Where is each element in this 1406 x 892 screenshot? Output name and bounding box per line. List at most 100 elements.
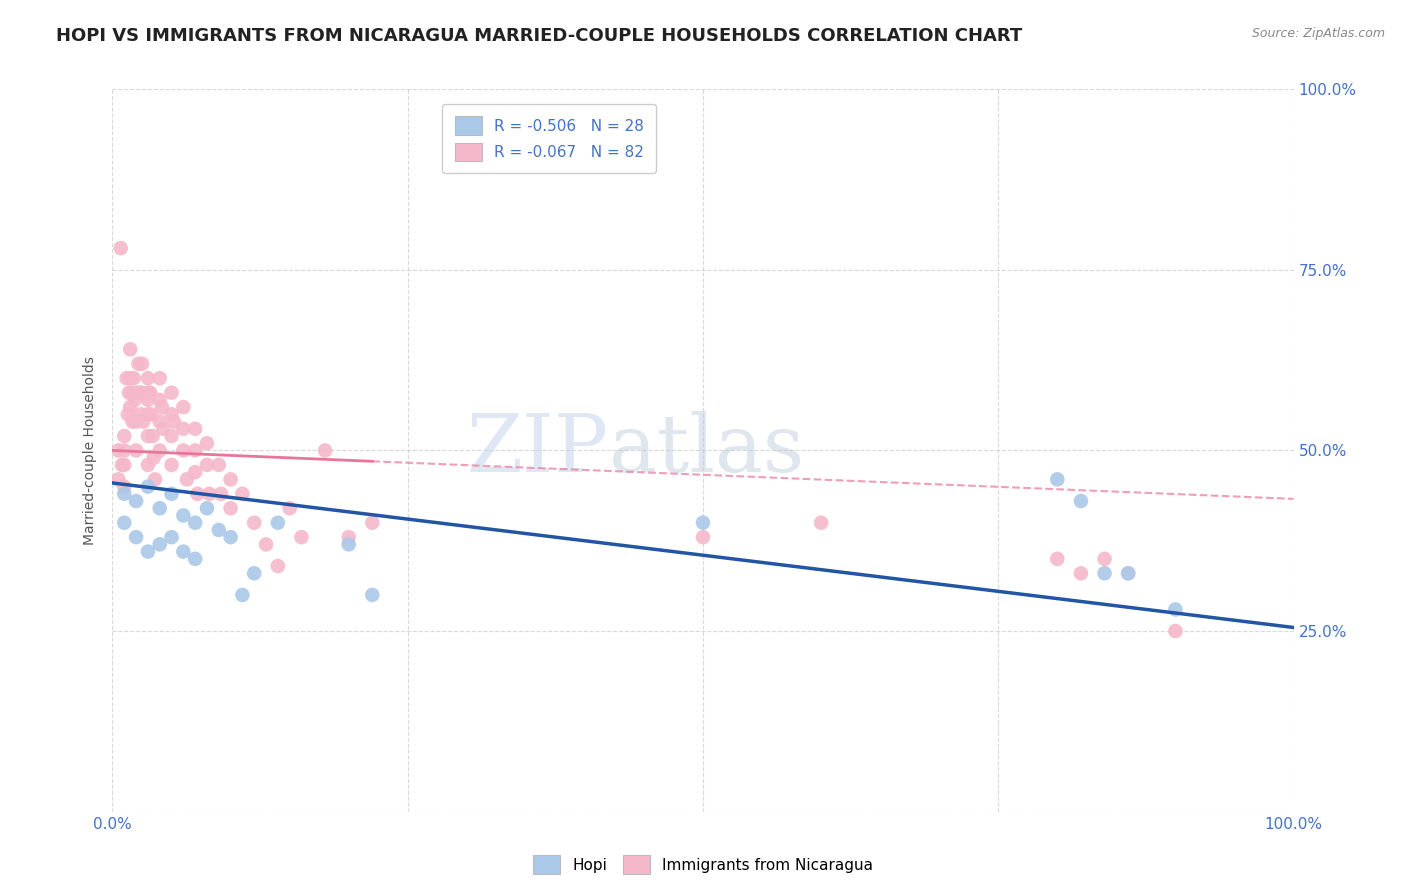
Point — [136, 371, 159, 385]
Point — [112, 458, 135, 472]
Point — [1094, 566, 1116, 581]
Point — [692, 530, 714, 544]
Point — [1116, 566, 1139, 581]
Point — [337, 537, 360, 551]
Point — [219, 501, 242, 516]
Point — [110, 241, 132, 255]
Point — [314, 443, 336, 458]
Point — [1164, 602, 1187, 616]
Point — [142, 429, 165, 443]
Point — [149, 371, 172, 385]
Text: HOPI VS IMMIGRANTS FROM NICARAGUA MARRIED-COUPLE HOUSEHOLDS CORRELATION CHART: HOPI VS IMMIGRANTS FROM NICARAGUA MARRIE… — [56, 27, 1022, 45]
Point — [112, 516, 135, 530]
Point — [184, 516, 207, 530]
Point — [243, 566, 266, 581]
Point — [125, 385, 148, 400]
Point — [160, 385, 183, 400]
Point — [142, 450, 165, 465]
Point — [219, 472, 242, 486]
Point — [120, 371, 142, 385]
Point — [231, 487, 253, 501]
Point — [125, 443, 148, 458]
Y-axis label: Married-couple Households: Married-couple Households — [83, 356, 97, 545]
Point — [125, 415, 148, 429]
Point — [150, 400, 173, 414]
Point — [692, 516, 714, 530]
Point — [136, 385, 159, 400]
Point — [149, 537, 172, 551]
Point — [195, 501, 218, 516]
Point — [186, 487, 208, 501]
Point — [107, 472, 129, 486]
Point — [184, 422, 207, 436]
Point — [160, 530, 183, 544]
Point — [112, 429, 135, 443]
Point — [1094, 551, 1116, 566]
Point — [163, 415, 186, 429]
Point — [1070, 494, 1092, 508]
Point — [176, 472, 198, 486]
Point — [136, 429, 159, 443]
Point — [121, 415, 143, 429]
Point — [127, 357, 149, 371]
Point — [172, 544, 194, 558]
Text: Source: ZipAtlas.com: Source: ZipAtlas.com — [1251, 27, 1385, 40]
Point — [143, 472, 166, 486]
Point — [172, 508, 194, 523]
Point — [195, 436, 218, 450]
Point — [112, 487, 135, 501]
Point — [208, 458, 231, 472]
Point — [117, 407, 139, 421]
Point — [128, 385, 150, 400]
Point — [160, 429, 183, 443]
Point — [290, 530, 312, 544]
Point — [139, 385, 162, 400]
Point — [337, 530, 360, 544]
Point — [125, 494, 148, 508]
Point — [219, 530, 242, 544]
Point — [172, 422, 194, 436]
Point — [1116, 566, 1139, 581]
Point — [172, 400, 194, 414]
Point — [160, 487, 183, 501]
Point — [120, 343, 142, 357]
Point — [125, 530, 148, 544]
Point — [111, 458, 134, 472]
Point — [131, 357, 153, 371]
Point — [361, 516, 384, 530]
Point — [124, 392, 146, 407]
Point — [129, 407, 152, 421]
Point — [149, 415, 172, 429]
Point — [267, 559, 290, 574]
Point — [122, 371, 145, 385]
Point — [136, 392, 159, 407]
Point — [149, 392, 172, 407]
Point — [118, 385, 141, 400]
Point — [136, 480, 159, 494]
Point — [115, 371, 138, 385]
Text: ZIP: ZIP — [467, 411, 609, 490]
Point — [184, 551, 207, 566]
Point — [184, 443, 207, 458]
Point — [209, 487, 232, 501]
Point — [149, 501, 172, 516]
Point — [136, 407, 159, 421]
Point — [208, 523, 231, 537]
Point — [136, 544, 159, 558]
Point — [160, 407, 183, 421]
Point — [1046, 551, 1069, 566]
Point — [107, 443, 129, 458]
Point — [120, 400, 142, 414]
Text: atlas: atlas — [609, 411, 804, 490]
Point — [810, 516, 832, 530]
Point — [112, 480, 135, 494]
Point — [195, 458, 218, 472]
Point — [1046, 472, 1069, 486]
Point — [1164, 624, 1187, 639]
Point — [198, 487, 221, 501]
Point — [254, 537, 277, 551]
Point — [112, 443, 135, 458]
Point — [160, 458, 183, 472]
Point — [136, 458, 159, 472]
Point — [149, 443, 172, 458]
